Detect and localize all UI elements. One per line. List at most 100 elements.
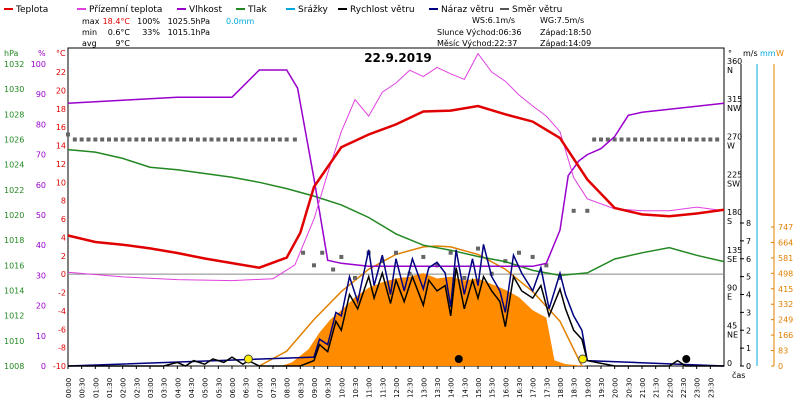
y-tick-ms: 8 — [746, 219, 751, 228]
wind-direction-point — [154, 137, 159, 142]
plot-area — [66, 47, 725, 367]
wind-direction-point — [243, 137, 248, 142]
wind-direction-point — [271, 137, 275, 142]
legend-label: Směr větru — [512, 5, 562, 15]
axis-unit-w: W — [776, 49, 784, 58]
wind-direction-point — [264, 137, 269, 142]
wind-direction-point — [462, 275, 467, 280]
wind-direction-point — [257, 137, 262, 142]
x-tick-label: 19:00 — [584, 378, 592, 398]
y-tick-degc: 4 — [61, 233, 66, 242]
y-tick-hpa: 1032 — [4, 60, 24, 69]
wind-speed-line — [68, 267, 724, 367]
wind-direction-point — [448, 250, 453, 255]
x-tick-label: 22:30 — [680, 378, 688, 398]
wind-direction-point — [653, 137, 658, 142]
y-tick-hpa: 1010 — [4, 337, 24, 346]
y-tick-degc: 8 — [61, 197, 66, 206]
y-tick-w: 415 — [778, 285, 793, 294]
y-tick-pct: 40 — [36, 241, 46, 250]
stats-pressure: 1025.5hPa — [168, 17, 211, 26]
y-tick-degc: 6 — [61, 215, 66, 224]
stats-sunset: Západ:18:50 — [540, 28, 591, 37]
x-tick-label: 12:00 — [393, 378, 401, 398]
wind-direction-point — [292, 137, 297, 142]
y-tick-degc: 22 — [56, 68, 66, 77]
x-tick-label: 03:00 — [147, 378, 155, 398]
wind-direction-point — [612, 137, 617, 142]
y-tick-ms: 3 — [746, 308, 751, 317]
x-tick-label: 15:00 — [475, 378, 483, 398]
wind-direction-point — [195, 137, 200, 142]
y-tick-hpa: 1008 — [4, 362, 24, 371]
x-tick-label: 21:00 — [639, 378, 647, 398]
wind-direction-point — [223, 137, 228, 142]
sunrise-marker — [243, 354, 253, 364]
y-tick-compass: SE — [727, 255, 737, 264]
y-tick-ms: 5 — [746, 273, 751, 282]
wind-direction-point — [209, 137, 214, 142]
x-tick-label: 23:30 — [707, 378, 715, 398]
wind-direction-point — [517, 250, 521, 255]
y-tick-pct: 50 — [36, 211, 46, 220]
wind-direction-point — [66, 132, 70, 137]
wind-direction-point — [681, 137, 685, 142]
y-tick-w: 249 — [778, 316, 793, 325]
x-tick-label: 01:00 — [92, 378, 100, 398]
wind-direction-point — [571, 208, 576, 213]
wind-direction-point — [250, 137, 255, 142]
y-tick-pct: 10 — [36, 332, 46, 341]
wind-direction-point — [127, 137, 132, 142]
stats-row-label: max — [82, 17, 100, 26]
wind-direction-point — [585, 208, 590, 213]
y-tick-hpa: 1016 — [4, 261, 24, 270]
wind-direction-point — [633, 137, 638, 142]
x-tick-label: 00:00 — [65, 378, 73, 398]
axis-unit-time: čas — [732, 370, 745, 380]
axis-unit-pct: % — [38, 49, 46, 58]
wind-direction-point — [592, 137, 597, 142]
x-tick-label: 15:30 — [489, 378, 497, 398]
wind-direction-point — [86, 137, 91, 142]
x-tick-label: 06:30 — [243, 378, 251, 398]
legend-label: Tlak — [247, 5, 268, 15]
stats-temp: 0.6°C — [108, 28, 131, 37]
y-tick-pct: 90 — [36, 90, 46, 99]
x-tick-label: 17:30 — [543, 378, 551, 398]
x-tick-label: 08:00 — [284, 378, 292, 398]
wind-direction-point — [530, 254, 535, 259]
x-tick-label: 05:00 — [202, 378, 210, 398]
wind-direction-point — [476, 246, 480, 251]
wind-direction-point — [558, 275, 562, 280]
wind-direction-point — [277, 137, 282, 142]
wind-direction-point — [715, 137, 720, 142]
wind-direction-point — [134, 137, 139, 142]
x-tick-label: 08:30 — [297, 378, 305, 398]
y-tick-hpa: 1028 — [4, 110, 24, 119]
wind-direction-point — [175, 137, 180, 142]
y-tick-deg: 0 — [727, 359, 732, 368]
y-tick-pct: 0 — [41, 362, 46, 371]
stats-rain: 0.0mm — [226, 17, 255, 26]
y-tick-w: 332 — [778, 300, 793, 309]
y-tick-hpa: 1026 — [4, 136, 24, 145]
x-tick-label: 12:30 — [407, 378, 415, 398]
wind-direction-point — [353, 275, 357, 280]
y-tick-ms: 6 — [746, 255, 751, 264]
y-tick-compass: SW — [727, 179, 740, 188]
wind-direction-point — [605, 137, 610, 142]
pressure-line — [67, 148, 725, 277]
sunset-marker — [578, 354, 588, 364]
y-tick-w: 747 — [778, 223, 793, 232]
x-tick-label: 20:30 — [625, 378, 633, 398]
y-tick-pct: 80 — [36, 120, 46, 129]
x-tick-label: 16:00 — [502, 378, 510, 398]
x-tick-label: 00:30 — [79, 378, 87, 398]
x-tick-label: 02:00 — [120, 378, 128, 398]
wind-direction-point — [320, 250, 325, 255]
wind-direction-point — [435, 263, 439, 268]
x-tick-label: 13:00 — [420, 378, 428, 398]
wind-direction-point — [421, 254, 426, 259]
y-tick-w: 0 — [778, 362, 783, 371]
legend-label: Přízemní teplota — [89, 5, 162, 15]
